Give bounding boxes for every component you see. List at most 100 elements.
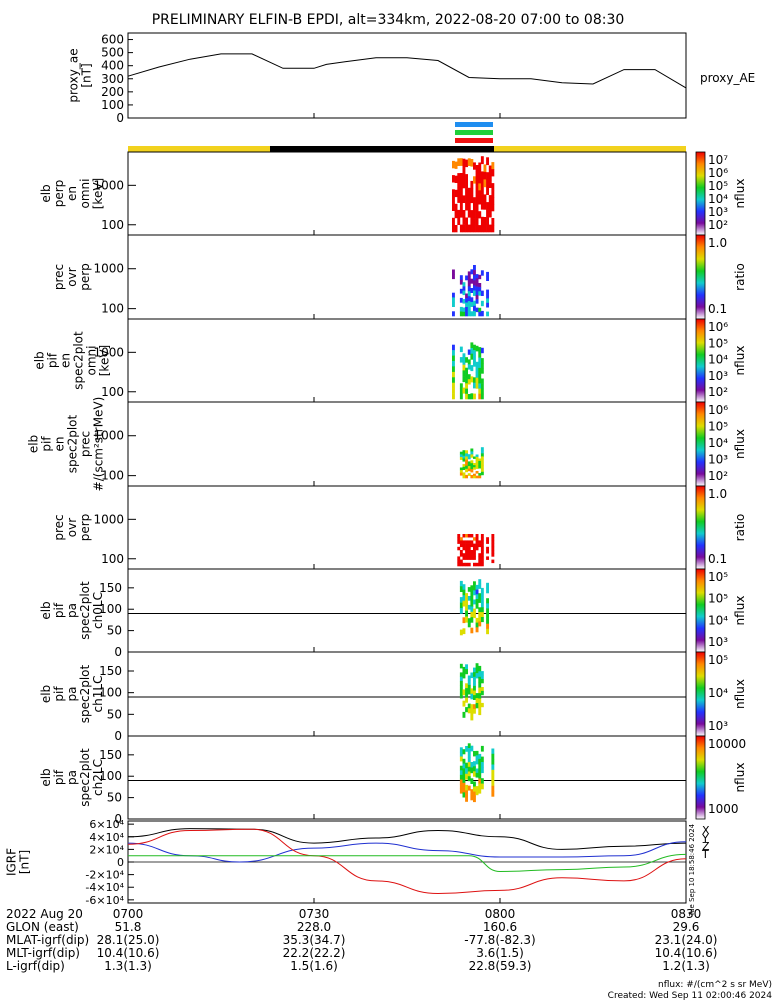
spec-pixel bbox=[480, 224, 484, 233]
spec-pixel bbox=[491, 537, 495, 541]
spec-pixel bbox=[488, 165, 492, 174]
ylabel-line: proxy_ae bbox=[67, 48, 81, 102]
spec-pixel bbox=[470, 348, 474, 355]
spec-pixel bbox=[465, 307, 468, 312]
colorbar-tick-label: 10⁵ bbox=[708, 336, 728, 350]
colorbar-tick-label: 10³ bbox=[708, 453, 728, 467]
igrf-legend-X: X bbox=[702, 824, 710, 837]
spec-pixel bbox=[473, 197, 476, 205]
colorbar-tick-label: 0.1 bbox=[708, 552, 727, 566]
spec-pixel bbox=[465, 462, 468, 466]
spec-pixel bbox=[459, 559, 463, 564]
spec-pixel bbox=[473, 791, 476, 797]
spec-pixel bbox=[457, 217, 461, 225]
spec-pixel bbox=[465, 275, 468, 281]
spec-pixel bbox=[465, 543, 468, 548]
ytick-label: 1000 bbox=[93, 178, 124, 192]
spec-pixel bbox=[478, 393, 482, 400]
spec-pixel bbox=[470, 451, 474, 455]
spec-pixel bbox=[467, 466, 471, 469]
spec-pixel bbox=[459, 540, 463, 544]
spec-pixel bbox=[459, 173, 463, 181]
spec-pixel bbox=[475, 372, 479, 378]
spec-pixel bbox=[467, 271, 471, 277]
spec-pixel bbox=[470, 595, 474, 602]
ylabel-line: perp bbox=[52, 180, 66, 208]
spec-pixel bbox=[467, 689, 471, 695]
ytick-label: 2×10⁴ bbox=[89, 843, 124, 856]
spec-pixel bbox=[478, 307, 482, 313]
spec-pixel bbox=[462, 763, 466, 769]
spec-pixel bbox=[478, 475, 482, 479]
spec-pixel bbox=[462, 353, 466, 360]
spec-pixel bbox=[457, 209, 461, 218]
spec-pixel bbox=[480, 592, 484, 598]
spec-pixel bbox=[475, 466, 479, 469]
spec-pixel bbox=[483, 194, 487, 203]
spec-pixel bbox=[473, 162, 476, 170]
spec-pixel bbox=[459, 288, 463, 294]
spec-pixel bbox=[491, 764, 495, 771]
spec-pixel bbox=[452, 393, 455, 400]
spec-pixel bbox=[459, 672, 463, 677]
igrf-series-T bbox=[128, 853, 687, 873]
spec-pixel bbox=[462, 195, 466, 203]
spec-pixel bbox=[475, 594, 479, 600]
spec-pixel bbox=[478, 773, 482, 779]
spec-pixel bbox=[467, 546, 471, 551]
spec-pixel bbox=[462, 595, 466, 601]
spec-pixel bbox=[475, 786, 479, 791]
colorbar-tick-label: 0.1 bbox=[708, 302, 727, 316]
colorbar-pa-ch2: 10000 1000 nflux bbox=[695, 735, 747, 820]
spec-pixel bbox=[467, 286, 471, 292]
spec-pixel bbox=[480, 216, 484, 225]
spec-pixel bbox=[480, 762, 484, 768]
spec-pixel bbox=[486, 603, 489, 609]
spec-pixel bbox=[480, 597, 484, 603]
spec-pixel bbox=[459, 562, 463, 567]
spec-pixel bbox=[457, 546, 461, 551]
spec-pixel bbox=[462, 778, 466, 784]
spec-pixel bbox=[459, 751, 463, 757]
spec-pixel bbox=[467, 622, 471, 628]
ephem-value: 0830 bbox=[671, 907, 702, 921]
spec-pixel bbox=[480, 270, 484, 276]
spec-pixel bbox=[480, 550, 484, 554]
spec-pixel bbox=[462, 290, 466, 296]
spec-pixel bbox=[462, 364, 466, 371]
spec-pixel bbox=[491, 791, 495, 797]
ephem-value: 0700 bbox=[113, 907, 144, 921]
spec-pixel bbox=[470, 789, 474, 795]
spec-pixel bbox=[478, 362, 482, 369]
spec-pixel bbox=[491, 218, 495, 226]
spec-pixel bbox=[480, 778, 484, 784]
colorbar-label: nflux bbox=[733, 346, 747, 376]
spec-pixel bbox=[491, 190, 495, 198]
spec-pixel bbox=[457, 562, 461, 567]
spec-pixel bbox=[478, 197, 482, 205]
spec-pixel bbox=[491, 197, 495, 205]
spec-pixel bbox=[467, 281, 471, 287]
ylabel-line: omni bbox=[78, 179, 92, 209]
ylabel-line: [nT] bbox=[80, 63, 94, 87]
spec-pixel bbox=[470, 767, 474, 774]
colorbar-tick-label: 10⁶ bbox=[708, 403, 728, 417]
spec-pixel bbox=[465, 796, 468, 802]
spec-pixel bbox=[467, 771, 471, 777]
spec-pixel bbox=[465, 450, 468, 454]
ytick-label: 0 bbox=[114, 645, 122, 659]
spec-pixel bbox=[465, 697, 468, 703]
spec-pixel bbox=[480, 687, 484, 692]
colorbar-tick-label: 10³ bbox=[708, 635, 728, 649]
spec-pixel bbox=[452, 388, 455, 394]
spec-pixel bbox=[457, 187, 461, 196]
spec-pixel bbox=[480, 562, 484, 567]
spec-pixel bbox=[473, 280, 476, 286]
colorbar-tick-label: 1.0 bbox=[708, 236, 727, 250]
spec-pixel bbox=[480, 201, 484, 210]
spec-pixel bbox=[467, 456, 471, 460]
colorbar-gradient bbox=[695, 401, 706, 487]
spec-pixel bbox=[473, 590, 476, 596]
spec-pixel bbox=[459, 306, 463, 312]
spec-pixel bbox=[478, 593, 482, 599]
